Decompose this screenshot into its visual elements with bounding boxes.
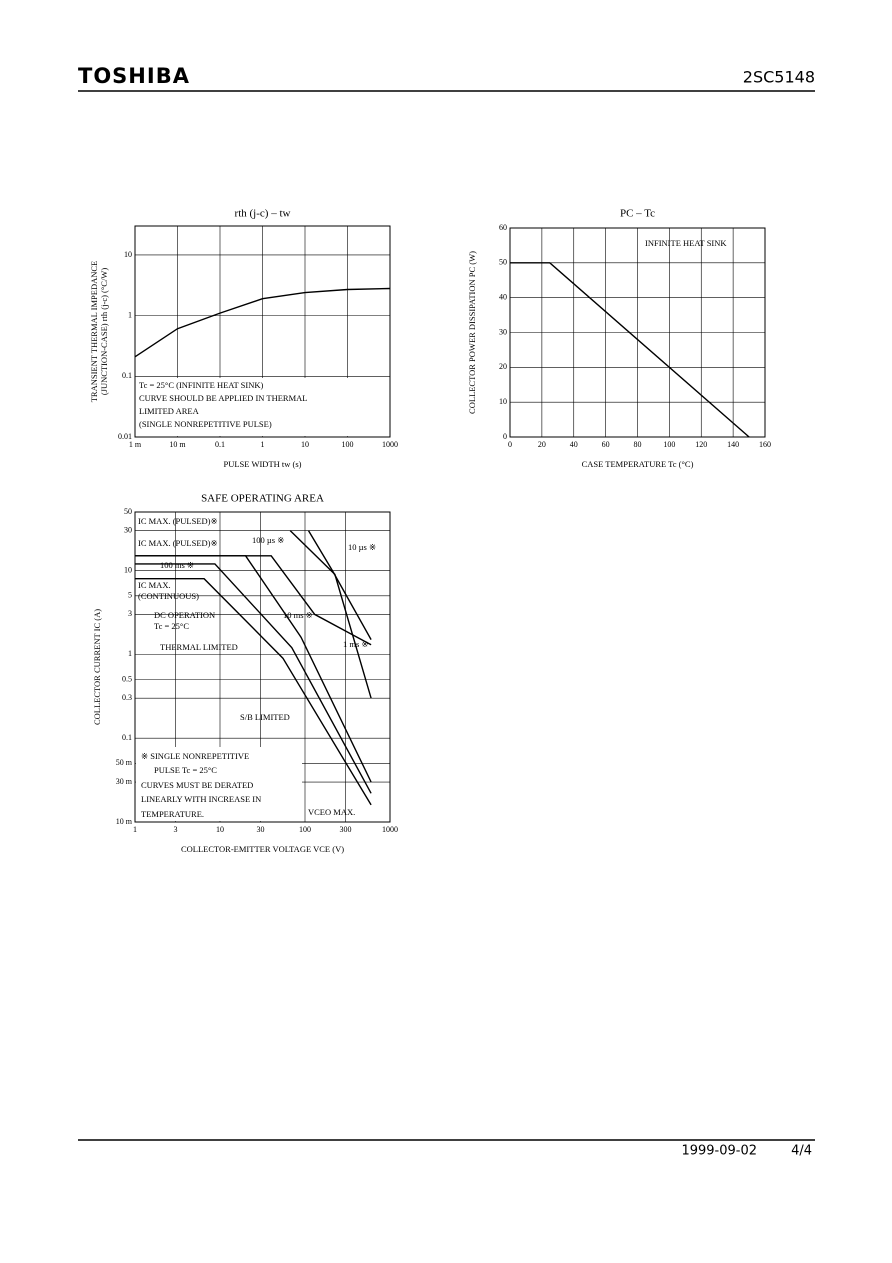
x-tick-label: 1000 — [382, 440, 398, 449]
y-tick-label: 10 — [124, 250, 132, 259]
y-tick-label: 10 m — [116, 817, 133, 826]
y-tick-label: 0.01 — [118, 432, 132, 441]
annotation: ※ SINGLE NONREPETITIVE — [141, 751, 249, 761]
y-tick-label: 60 — [499, 223, 507, 232]
annotation: (CONTINUOUS) — [138, 591, 199, 601]
note-box — [136, 747, 302, 821]
y-tick-label: 0.3 — [122, 693, 132, 702]
y-tick-label: 5 — [128, 591, 132, 600]
chart-title: rth (j-c) – tw — [235, 208, 291, 220]
curve — [510, 262, 750, 438]
y-axis-label: COLLECTOR CURRENT IC (A) — [92, 609, 102, 725]
x-axis-label: COLLECTOR-EMITTER VOLTAGE VCE (V) — [181, 844, 344, 854]
curve-label: 10 ms ※ — [283, 610, 313, 620]
annotation: LINEARLY WITH INCREASE IN — [141, 794, 261, 804]
y-axis-label: (JUNCTION-CASE) rth (j-c) (°C/W) — [99, 268, 109, 395]
plot-frame — [509, 227, 766, 438]
y-tick-label: 0.5 — [122, 674, 132, 683]
chart-title: PC – Tc — [620, 208, 655, 220]
annotation: LIMITED AREA — [139, 406, 200, 416]
y-axis-label: COLLECTOR POWER DISSIPATION PC (W) — [467, 251, 477, 414]
y-tick-label: 0 — [503, 432, 507, 441]
y-tick-label: 10 — [124, 565, 132, 574]
y-tick-label: 50 — [124, 507, 132, 516]
chart-title: SAFE OPERATING AREA — [201, 493, 324, 505]
y-tick-label: 50 — [499, 258, 507, 267]
x-tick-label: 1 — [261, 440, 265, 449]
annotation: VCEO MAX. — [308, 807, 355, 817]
curve-label: 100 ms ※ — [160, 560, 194, 570]
x-tick-label: 80 — [634, 440, 642, 449]
x-axis-label: PULSE WIDTH tw (s) — [224, 459, 302, 469]
x-tick-label: 20 — [538, 440, 546, 449]
annotation: Tc = 25°C — [154, 621, 189, 631]
x-tick-label: 40 — [570, 440, 578, 449]
y-tick-label: 0.1 — [122, 371, 132, 380]
curve-label: 100 µs ※ — [252, 535, 284, 545]
annotation: Tc = 25°C (INFINITE HEAT SINK) — [139, 380, 263, 390]
annotation: PULSE Tc = 25°C — [154, 765, 217, 775]
part-number: 2SC5148 — [743, 68, 815, 87]
y-tick-label: 30 — [499, 327, 507, 336]
curve — [307, 530, 372, 640]
y-tick-label: 1 — [128, 310, 132, 319]
plot-frame — [134, 225, 391, 438]
x-tick-label: 0 — [508, 440, 512, 449]
y-axis-label: TRANSIENT THERMAL IMPEDANCE — [89, 261, 99, 403]
x-tick-label: 300 — [340, 825, 352, 834]
curve — [134, 287, 391, 358]
x-tick-label: 10 m — [169, 440, 186, 449]
x-tick-label: 100 — [342, 440, 354, 449]
annotation: IC MAX. (PULSED)※ — [138, 538, 218, 548]
x-tick-label: 140 — [727, 440, 739, 449]
page-number: 4/4 — [791, 1144, 812, 1159]
curve — [135, 578, 372, 806]
annotation: CURVE SHOULD BE APPLIED IN THERMAL — [139, 393, 307, 403]
annotation: (SINGLE NONREPETITIVE PULSE) — [139, 419, 272, 429]
y-tick-label: 40 — [499, 292, 507, 301]
curve-label: 10 µs ※ — [348, 542, 376, 552]
x-tick-label: 0.1 — [215, 440, 225, 449]
curve — [135, 555, 372, 646]
x-tick-label: 3 — [174, 825, 178, 834]
x-tick-label: 60 — [602, 440, 610, 449]
x-tick-label: 1 — [133, 825, 137, 834]
annotation: CURVES MUST BE DERATED — [141, 780, 253, 790]
x-tick-label: 100 — [663, 440, 675, 449]
note-box — [136, 378, 362, 436]
x-axis-label: CASE TEMPERATURE Tc (°C) — [582, 459, 694, 469]
x-tick-label: 30 — [257, 825, 265, 834]
x-tick-label: 1000 — [382, 825, 398, 834]
x-tick-label: 10 — [301, 440, 309, 449]
x-tick-label: 160 — [759, 440, 771, 449]
y-tick-label: 50 m — [116, 758, 133, 767]
plot-frame — [134, 511, 391, 823]
x-tick-label: 1 m — [129, 440, 142, 449]
brand: TOSHIBA — [78, 64, 190, 88]
annotation: S/B LIMITED — [240, 712, 290, 722]
x-tick-label: 10 — [216, 825, 224, 834]
x-tick-label: 120 — [695, 440, 707, 449]
y-tick-label: 3 — [128, 609, 132, 618]
y-tick-label: 1 — [128, 649, 132, 658]
curve — [135, 563, 372, 794]
y-tick-label: 10 — [499, 397, 507, 406]
annotation: INFINITE HEAT SINK — [645, 238, 727, 248]
y-tick-label: 30 — [124, 525, 132, 534]
x-tick-label: 100 — [299, 825, 311, 834]
annotation: TEMPERATURE. — [141, 809, 204, 819]
annotation: IC MAX. (PULSED)※ — [138, 516, 218, 526]
annotation: IC MAX. — [138, 580, 171, 590]
y-tick-label: 20 — [499, 362, 507, 371]
date: 1999-09-02 — [681, 1144, 757, 1159]
annotation: THERMAL LIMITED — [160, 642, 238, 652]
curve-label: DC OPERATION — [154, 610, 215, 620]
y-tick-label: 30 m — [116, 777, 133, 786]
y-tick-label: 0.1 — [122, 733, 132, 742]
